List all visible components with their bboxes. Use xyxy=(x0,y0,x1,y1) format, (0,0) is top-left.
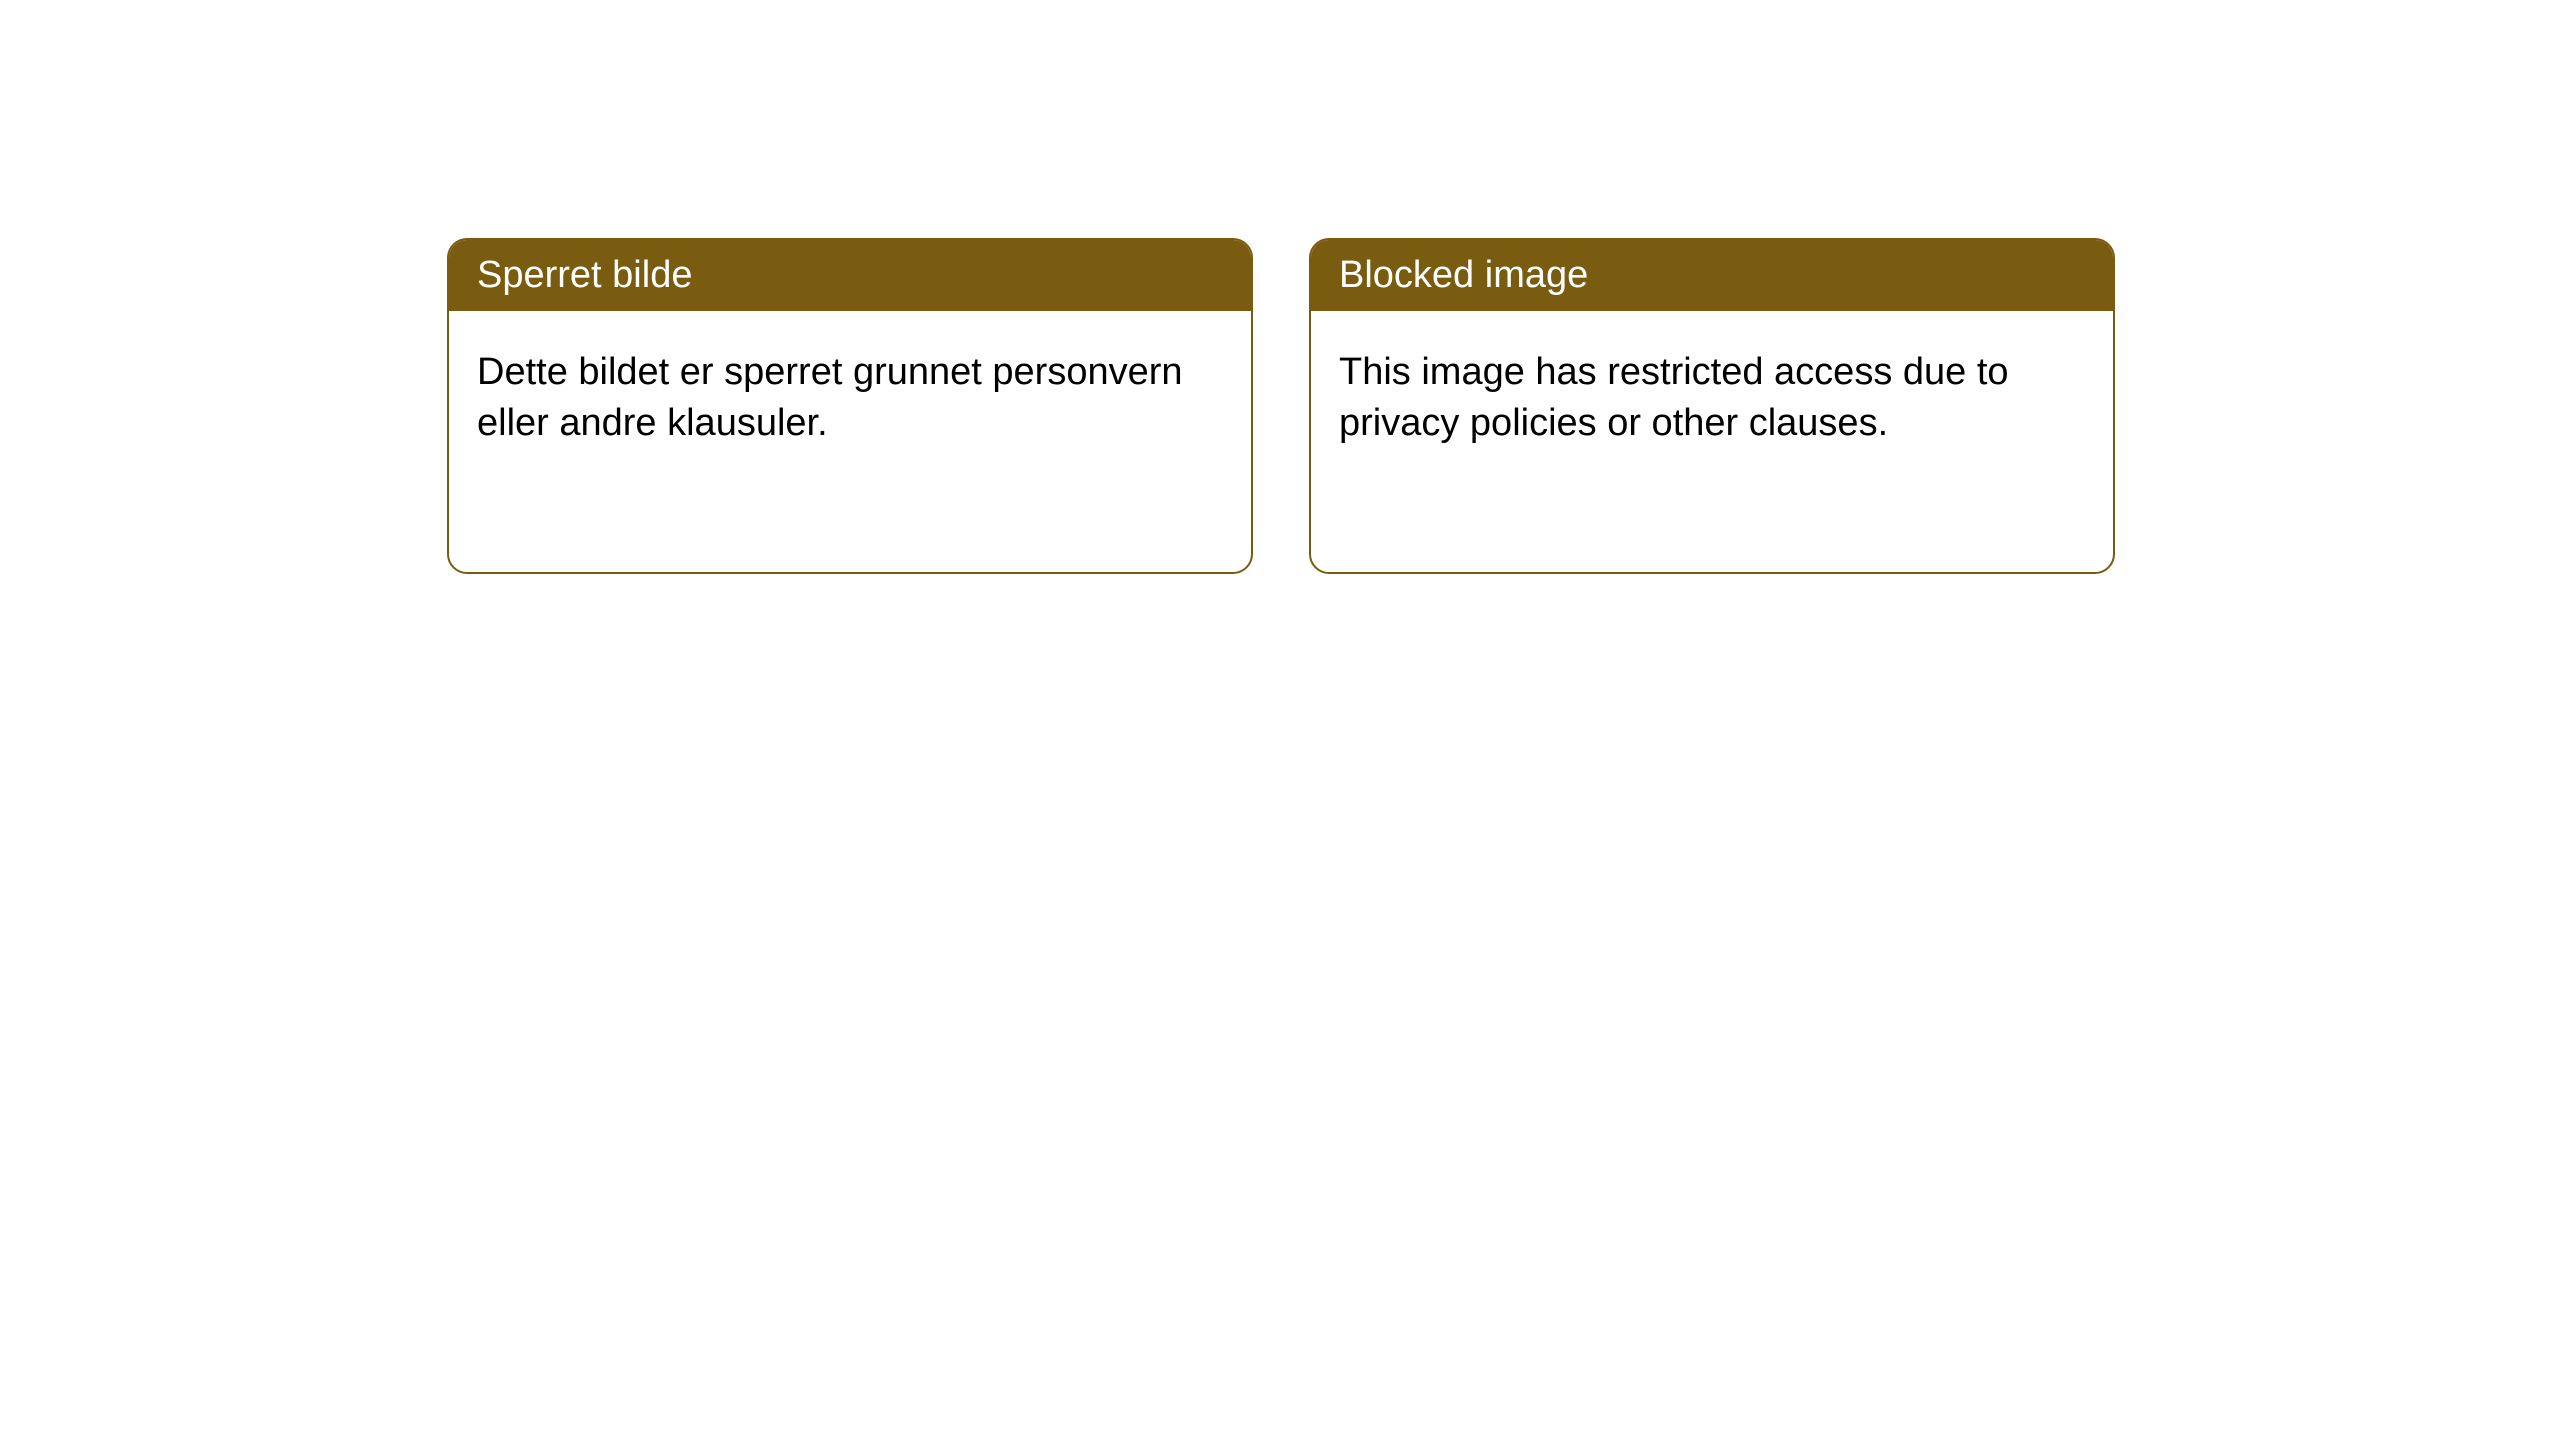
notice-title-no: Sperret bilde xyxy=(449,240,1251,311)
notice-row: Sperret bilde Dette bildet er sperret gr… xyxy=(0,0,2560,574)
notice-body-no: Dette bildet er sperret grunnet personve… xyxy=(449,311,1251,486)
notice-body-en: This image has restricted access due to … xyxy=(1311,311,2113,486)
notice-card-no: Sperret bilde Dette bildet er sperret gr… xyxy=(447,238,1253,574)
notice-card-en: Blocked image This image has restricted … xyxy=(1309,238,2115,574)
notice-title-en: Blocked image xyxy=(1311,240,2113,311)
